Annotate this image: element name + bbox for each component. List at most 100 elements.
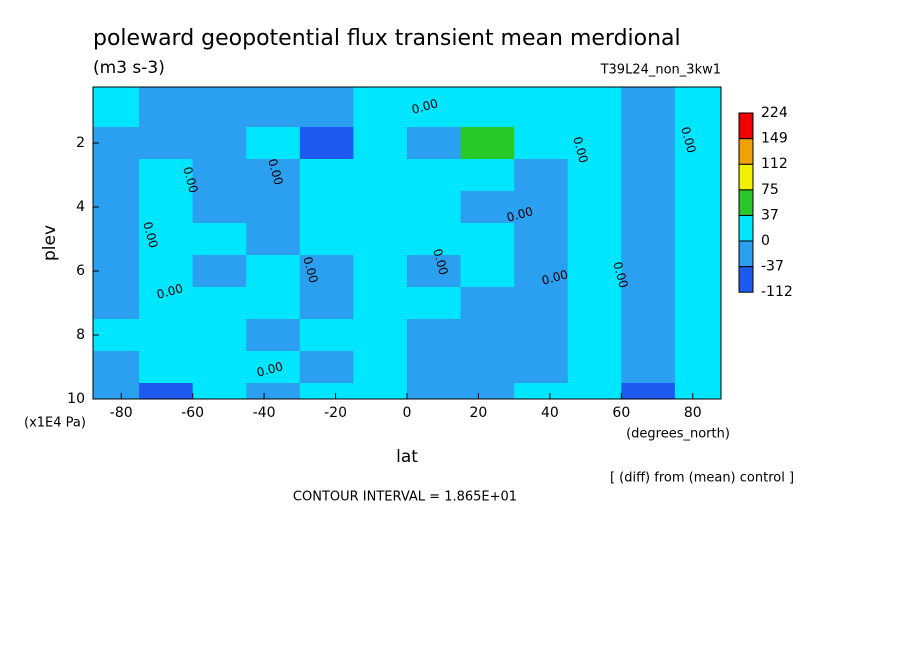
colorbar-box: [738, 138, 754, 165]
y-tick-label: 10: [67, 391, 85, 407]
field-cell: [353, 87, 408, 128]
contour-label: 0.00: [610, 260, 630, 289]
field-cell: [567, 319, 622, 352]
field-cell: [93, 223, 140, 256]
field-cell: [514, 383, 569, 400]
field-cell: [514, 223, 569, 256]
field-cell: [460, 191, 515, 224]
field-cell: [407, 223, 462, 256]
field-cell: [407, 159, 462, 192]
field-cell: [514, 319, 569, 352]
field-cell: [353, 223, 408, 256]
colorbar-label: 0: [761, 233, 770, 249]
x-tick-label: -80: [110, 405, 133, 421]
field-cell: [674, 351, 722, 384]
field-cell: [567, 223, 622, 256]
contour-label: 0.00: [255, 359, 284, 379]
field-cell: [621, 287, 676, 320]
colorbar-label: -37: [761, 259, 784, 275]
field-cell: [460, 127, 515, 160]
field-cell: [299, 87, 354, 128]
field-cell: [93, 159, 140, 192]
field-cell: [621, 127, 676, 160]
field-cell: [407, 87, 462, 128]
field-cell: [353, 319, 408, 352]
field-cell: [353, 159, 408, 192]
x-tick-label: 20: [470, 405, 488, 421]
colorbar-box: [738, 189, 754, 216]
field-cell: [192, 383, 247, 400]
field-cell: [460, 383, 515, 400]
field-cell: [567, 87, 622, 128]
field-cell: [139, 255, 194, 288]
contour-label: 0.00: [678, 125, 698, 154]
field-cell: [93, 319, 140, 352]
field-cell: [139, 351, 194, 384]
field-cell: [353, 255, 408, 288]
field-cell: [139, 319, 194, 352]
field-cell: [246, 383, 301, 400]
chart-title: poleward geopotential flux transient mea…: [93, 26, 681, 51]
field-cell: [93, 191, 140, 224]
field-cell: [567, 351, 622, 384]
field-cell: [407, 255, 462, 288]
field-cell: [567, 383, 622, 400]
field-cell: [407, 127, 462, 160]
field-cell: [514, 127, 569, 160]
field-cell: [514, 255, 569, 288]
y-axis-label: plev: [40, 225, 60, 261]
field-cell: [246, 127, 301, 160]
field-cell: [192, 159, 247, 192]
contour-interval: CONTOUR INTERVAL = 1.865E+01: [293, 490, 517, 505]
field-cell: [299, 351, 354, 384]
field-cell: [674, 223, 722, 256]
field-cell: [407, 191, 462, 224]
field-cell: [674, 191, 722, 224]
field-cell: [674, 159, 722, 192]
field-cell: [514, 159, 569, 192]
field-cell: [514, 87, 569, 128]
field-cell: [139, 191, 194, 224]
field-cell: [192, 87, 247, 128]
field-cell: [93, 87, 140, 128]
x-tick-label: 80: [684, 405, 702, 421]
run-label: T39L24_non_3kw1: [600, 63, 721, 78]
field-cell: [299, 319, 354, 352]
field-cell: [139, 159, 194, 192]
field: [93, 87, 722, 400]
contour-label: 0.00: [430, 247, 450, 276]
colorbar-box: [738, 163, 754, 191]
x-tick-label: 0: [403, 405, 412, 421]
contour-label: 0.00: [140, 220, 160, 249]
field-cell: [567, 255, 622, 288]
contour-label: 0.00: [505, 204, 534, 224]
field-cell: [621, 159, 676, 192]
colorbar-box: [738, 240, 754, 268]
field-cell: [353, 191, 408, 224]
field-cell: [621, 319, 676, 352]
y-tick-label: 4: [76, 199, 85, 215]
overlay: 0.00 0.00 0.00 0.00 0.00 0.00 0.00 0.00 0.00 0.00…: [67, 86, 793, 421]
field-cell: [246, 255, 301, 288]
field-cell: [192, 255, 247, 288]
field-cell: [621, 255, 676, 288]
field-cell: [460, 255, 515, 288]
field-cell: [674, 319, 722, 352]
contour-label: 0.00: [540, 267, 569, 287]
field-cell: [299, 223, 354, 256]
colorbar-label: 224: [761, 105, 788, 121]
contour-label: 0.00: [570, 135, 590, 164]
contour-label: 0.00: [265, 157, 285, 186]
field-cell: [567, 159, 622, 192]
colorbar-label: 112: [761, 156, 788, 172]
field-cell: [192, 223, 247, 256]
field-cell: [93, 255, 140, 288]
field-cell: [460, 351, 515, 384]
field-cell: [674, 287, 722, 320]
colorbar-label: 37: [761, 207, 779, 223]
field-cell: [192, 319, 247, 352]
field-cell: [139, 287, 194, 320]
contour-label: 0.00: [410, 96, 439, 116]
field-cell: [93, 127, 140, 160]
